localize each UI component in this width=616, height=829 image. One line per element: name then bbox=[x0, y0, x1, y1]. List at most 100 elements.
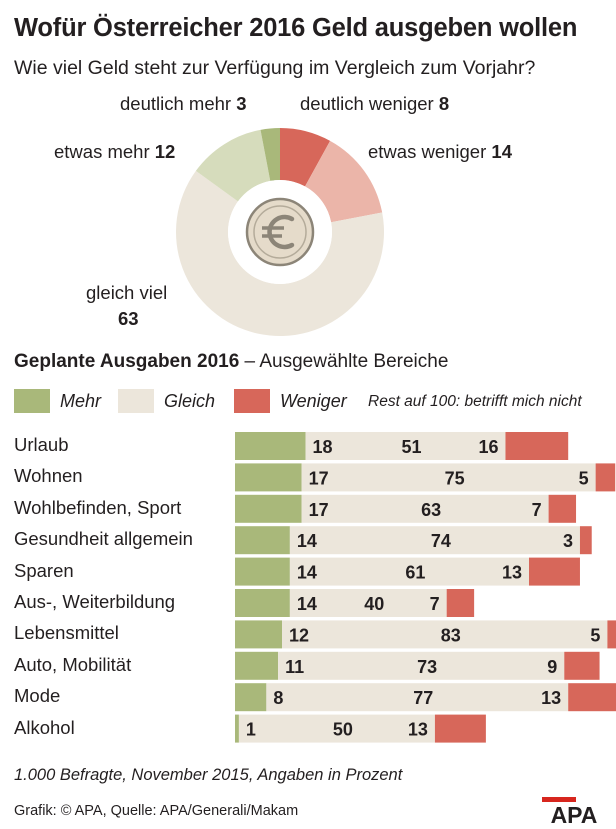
legend-note: Rest auf 100: betrifft mich nicht bbox=[368, 393, 582, 410]
bar-segment-gleich bbox=[289, 557, 529, 586]
bar-value-label: 14 bbox=[297, 563, 317, 583]
donut-label-deutlich-mehr: deutlich mehr 3 bbox=[120, 93, 247, 114]
section-title: Geplante Ausgaben 2016 – Ausgewählte Ber… bbox=[14, 351, 449, 372]
bar-segment-weniger bbox=[548, 494, 577, 523]
bar-segment-mehr bbox=[235, 463, 302, 492]
bar-value-label: 5 bbox=[590, 625, 600, 645]
bar-value-label: 61 bbox=[405, 563, 425, 583]
bar-value-label: 14 bbox=[297, 594, 317, 614]
bar-value-label: 13 bbox=[502, 563, 522, 583]
bar-value-label: 16 bbox=[478, 437, 498, 457]
donut-value-gleich-viel: 63 bbox=[118, 308, 139, 329]
source-credit: Grafik: © APA, Quelle: APA/Generali/Maka… bbox=[14, 803, 299, 819]
donut-label-gleich-viel: gleich viel bbox=[86, 282, 168, 303]
bar-segment-mehr bbox=[235, 432, 306, 460]
bar-value-label: 74 bbox=[431, 531, 451, 551]
bar-segment-gleich bbox=[289, 526, 580, 555]
bar-segment-mehr bbox=[235, 620, 283, 649]
category-label: Wohlbefinden, Sport bbox=[14, 496, 182, 518]
category-label: Wohnen bbox=[14, 465, 83, 487]
bar-segment-weniger bbox=[446, 589, 475, 617]
chart-subtitle: Wie viel Geld steht zur Verfügung im Ver… bbox=[14, 57, 536, 79]
bar-value-label: 51 bbox=[402, 437, 422, 457]
bar-value-label: 77 bbox=[413, 688, 433, 708]
bar-value-label: 14 bbox=[297, 531, 317, 551]
bar-value-label: 7 bbox=[532, 500, 542, 520]
bar-value-label: 17 bbox=[309, 500, 329, 520]
legend-item-weniger: Weniger bbox=[234, 388, 347, 414]
category-label: Mode bbox=[14, 685, 61, 707]
bar-segment-gleich bbox=[238, 714, 435, 743]
bar-value-label: 18 bbox=[313, 437, 333, 457]
bar-value-label: 40 bbox=[364, 594, 384, 614]
bar-value-label: 11 bbox=[285, 657, 304, 677]
legend-label-mehr: Mehr bbox=[60, 390, 102, 411]
bar-segment-mehr bbox=[235, 714, 239, 743]
bar-value-label: 73 bbox=[417, 657, 437, 677]
category-label: Aus-, Weiterbildung bbox=[14, 591, 176, 612]
footnote: 1.000 Befragte, November 2015, Angaben i… bbox=[14, 766, 403, 784]
bar-segment-gleich bbox=[301, 463, 596, 492]
bar-segment-gleich bbox=[301, 494, 549, 523]
donut-slice-deutlich-mehr bbox=[260, 128, 280, 181]
category-label: Urlaub bbox=[14, 434, 69, 455]
donut-chart bbox=[176, 128, 384, 336]
legend-label-weniger: Weniger bbox=[280, 390, 347, 411]
bar-value-label: 50 bbox=[333, 720, 353, 740]
bar-value-label: 9 bbox=[547, 657, 557, 677]
bar-segment-mehr bbox=[235, 683, 267, 712]
legend-swatch-gleich bbox=[118, 389, 154, 413]
bar-segment-gleich bbox=[266, 683, 569, 712]
bar-value-label: 12 bbox=[289, 625, 309, 645]
bar-segment-weniger bbox=[564, 651, 600, 680]
category-label: Sparen bbox=[14, 559, 74, 581]
bar-value-label: 63 bbox=[421, 500, 441, 520]
bar-segment-weniger bbox=[579, 526, 592, 555]
bar-segment-weniger bbox=[529, 557, 580, 586]
donut-slice-etwas-weniger bbox=[305, 140, 383, 223]
bar-value-label: 1 bbox=[246, 720, 256, 740]
bar-segment-weniger bbox=[568, 683, 616, 712]
bar-segment-mehr bbox=[235, 589, 290, 617]
bar-segment-weniger bbox=[505, 432, 569, 460]
bar-segment-weniger bbox=[434, 714, 486, 743]
donut-label-deutlich-weniger: deutlich weniger 8 bbox=[300, 93, 450, 114]
bar-value-label: 8 bbox=[273, 688, 283, 708]
bar-value-label: 13 bbox=[408, 720, 428, 740]
bar-segment-mehr bbox=[235, 526, 290, 555]
bar-value-label: 17 bbox=[309, 468, 329, 488]
bar-segment-gleich bbox=[305, 432, 506, 460]
legend-label-gleich: Gleich bbox=[164, 390, 216, 411]
category-label: Auto, Mobilität bbox=[14, 653, 132, 675]
bar-segment-gleich bbox=[282, 620, 608, 649]
bar-segment-mehr bbox=[235, 651, 279, 680]
euro-coin-icon bbox=[245, 197, 315, 267]
bar-segment-gleich bbox=[278, 651, 565, 680]
legend-swatch-mehr bbox=[14, 389, 50, 413]
legend-swatch-weniger bbox=[234, 389, 270, 413]
bar-value-label: 13 bbox=[541, 688, 561, 708]
donut-label-etwas-mehr: etwas mehr 12 bbox=[54, 141, 176, 162]
category-label: Alkohol bbox=[14, 716, 75, 738]
donut-label-etwas-weniger: etwas weniger 14 bbox=[368, 141, 512, 162]
bar-segment-weniger bbox=[607, 620, 616, 649]
bar-value-label: 7 bbox=[430, 594, 440, 614]
bar-segment-mehr bbox=[235, 557, 290, 586]
donut-slice-etwas-mehr bbox=[195, 129, 271, 202]
legend-item-mehr: Mehr bbox=[14, 388, 101, 414]
category-label: Lebensmittel bbox=[14, 622, 119, 644]
donut-slice-gleich-viel bbox=[176, 170, 384, 336]
bar-segment-gleich bbox=[289, 589, 447, 617]
donut-slice-deutlich-weniger bbox=[280, 128, 331, 187]
svg-text:APA: APA bbox=[551, 802, 598, 825]
chart-title: Wofür Österreicher 2016 Geld ausgeben wo… bbox=[14, 14, 578, 42]
category-label: Gesundheit allgemein bbox=[14, 528, 193, 550]
bar-value-label: 75 bbox=[445, 468, 465, 488]
bar-segment-mehr bbox=[235, 494, 302, 523]
bar-value-label: 3 bbox=[563, 531, 573, 551]
bar-value-label: 5 bbox=[579, 468, 589, 488]
bar-segment-weniger bbox=[595, 463, 616, 492]
apa-logo: APA bbox=[542, 797, 598, 825]
bar-value-label: 83 bbox=[441, 625, 461, 645]
legend-item-gleich: Gleich bbox=[118, 388, 215, 414]
